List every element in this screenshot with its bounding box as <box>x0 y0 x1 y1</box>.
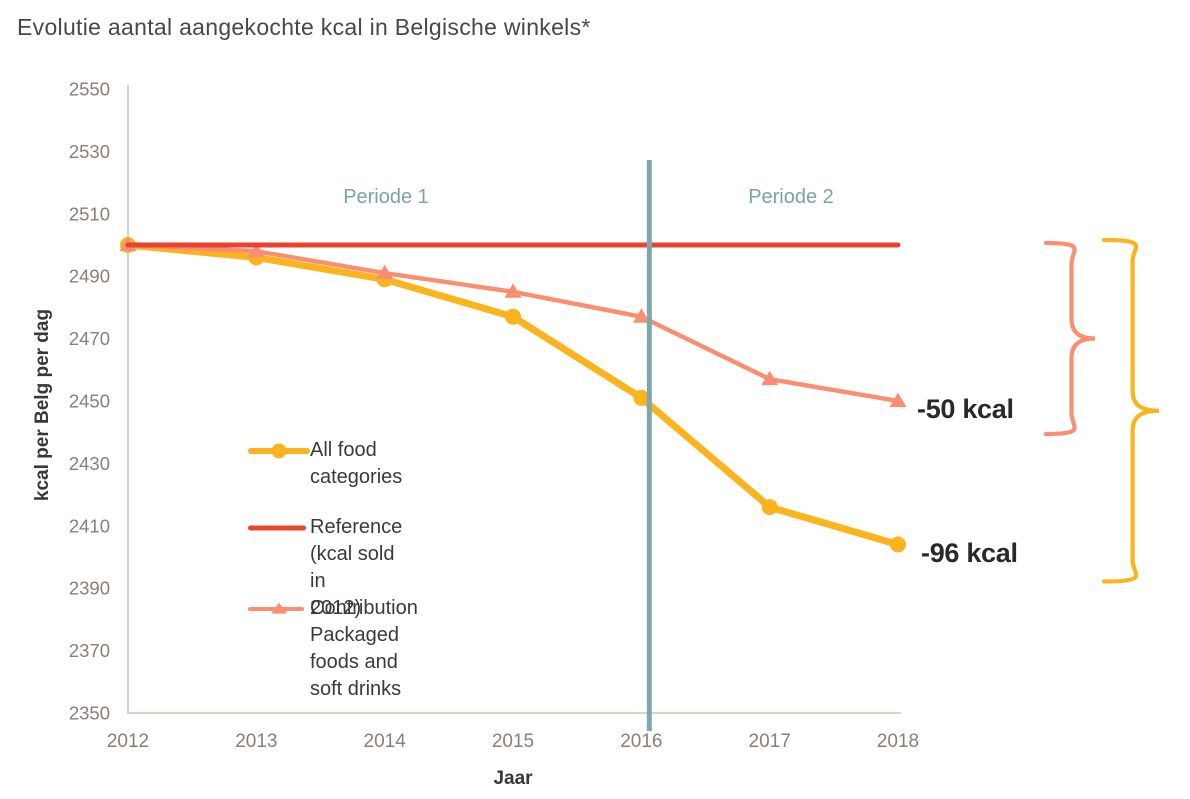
y-axis-tick-label: 2430 <box>69 453 110 474</box>
annotation-minus-50-kcal: -50 kcal <box>917 394 1014 424</box>
x-axis-tick-label: 2017 <box>749 731 791 752</box>
triangle-marker <box>761 370 779 386</box>
legend-label: Contribution Packaged foods and soft dri… <box>310 597 418 700</box>
circle-marker <box>890 536 906 553</box>
y-axis-tick-label: 2390 <box>69 578 110 599</box>
x-axis-tick-label: 2016 <box>620 731 662 752</box>
period-1-label: Periode 1 <box>343 186 429 208</box>
y-axis-title: kcal per Belg per dag <box>32 309 53 501</box>
circle-marker <box>633 389 650 406</box>
triangle-marker <box>504 283 522 298</box>
annotation-minus-96-kcal: -96 kcal <box>921 537 1018 568</box>
circle-marker <box>505 308 521 325</box>
axis-lines <box>127 85 901 714</box>
triangle-marker <box>632 308 650 323</box>
legend-label: All food categories <box>310 439 403 488</box>
legend-label: Reference (kcal sold in 2012) <box>310 516 403 619</box>
orange-brace <box>1101 237 1160 584</box>
x-axis-title: Jaar <box>493 768 533 789</box>
y-axis-tick-label: 2490 <box>69 266 110 287</box>
chart-title: Evolutie aantal aangekochte kcal in Belg… <box>17 14 591 40</box>
x-axis-tick-label: 2015 <box>492 731 534 752</box>
y-axis-tick-label: 2510 <box>69 203 110 224</box>
y-axis-tick-label: 2410 <box>69 515 110 536</box>
period-2-label: Periode 2 <box>748 186 834 208</box>
triangle-marker <box>889 392 907 407</box>
y-axis-tick-label: 2530 <box>69 141 110 162</box>
orange-line-circle-swatch-icon <box>248 437 310 464</box>
y-axis-tick-label: 2450 <box>69 391 110 412</box>
y-axis-tick-label: 2470 <box>69 328 110 349</box>
salmon-line-triangle-swatch-icon <box>248 595 310 622</box>
x-axis-tick-label: 2013 <box>235 731 277 752</box>
salmon-brace <box>1043 240 1096 437</box>
triangle-marker <box>247 242 265 258</box>
red-line-swatch-icon <box>248 514 310 541</box>
y-axis-tick-label: 2550 <box>69 79 110 100</box>
legend-item-reference: Reference (kcal sold in 2012) <box>248 514 402 622</box>
x-axis-tick-label: 2012 <box>107 731 149 752</box>
x-axis-tick-label: 2018 <box>877 731 919 752</box>
triangle-marker <box>376 264 394 280</box>
legend-item-contribution-packaged-foods: Contribution Packaged foods and soft dri… <box>248 595 418 703</box>
circle-marker <box>761 499 778 516</box>
legend-item-all-food-categories: All food categories <box>248 437 402 491</box>
x-axis-tick-label: 2014 <box>364 731 407 752</box>
y-axis-tick-label: 2370 <box>69 640 110 661</box>
y-axis-tick-label: 2350 <box>69 703 110 724</box>
